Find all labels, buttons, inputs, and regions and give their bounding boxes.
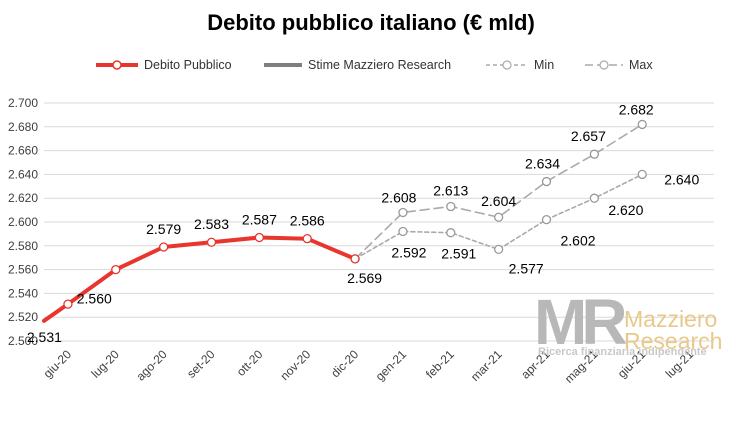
- data-point-min: [541, 214, 552, 225]
- legend-label-debito: Debito Pubblico: [144, 58, 232, 72]
- x-tick-label: ago-20: [133, 347, 170, 384]
- legend-item-stime: Stime Mazziero Research: [262, 58, 451, 72]
- x-tick-label: ott-20: [234, 347, 266, 379]
- legend-item-min: Min: [484, 58, 554, 72]
- legend-swatch-stime: [264, 63, 302, 67]
- y-tick-label: 2.580: [8, 239, 38, 253]
- y-tick-label: 2.600: [8, 215, 38, 229]
- data-label: 2.583: [194, 216, 229, 232]
- watermark-name-line2: Research: [624, 328, 723, 354]
- data-label: 2.602: [561, 233, 596, 249]
- data-label: 2.587: [242, 211, 277, 227]
- y-tick-label: 2.700: [8, 96, 38, 110]
- data-label: 2.682: [619, 101, 654, 117]
- data-label: 2.577: [509, 260, 544, 276]
- legend-item-debito: Debito Pubblico: [94, 58, 232, 72]
- data-point-debito: [111, 264, 121, 275]
- data-point-max: [398, 207, 408, 218]
- data-label: 2.640: [664, 171, 699, 187]
- data-point-max: [589, 149, 600, 159]
- watermark-name: Mazziero Research: [624, 306, 723, 354]
- legend-swatch-min: [486, 60, 528, 70]
- data-label: 2.586: [290, 213, 325, 229]
- x-tick-label: dic-20: [328, 347, 361, 380]
- watermark: MR Mazziero Research Ricerca finanziaria…: [534, 290, 734, 362]
- legend: Debito Pubblico Stime Mazziero Research …: [0, 58, 742, 78]
- data-label: 2.560: [77, 291, 112, 307]
- data-point-debito: [302, 234, 312, 244]
- y-tick-label: 2.680: [8, 120, 38, 134]
- data-label: 2.657: [571, 128, 606, 144]
- legend-item-max: Max: [583, 58, 653, 72]
- y-tick-label: 2.640: [8, 167, 38, 181]
- legend-swatch-debito: [96, 60, 138, 70]
- data-point-debito: [254, 232, 265, 243]
- y-tick-label: 2.500: [8, 334, 38, 348]
- legend-label-stime: Stime Mazziero Research: [308, 58, 452, 72]
- x-tick-label: set-20: [184, 347, 218, 381]
- y-tick-label: 2.620: [8, 191, 38, 205]
- legend-label-max: Max: [629, 58, 653, 72]
- data-label: 2.604: [481, 193, 516, 209]
- data-label: 2.592: [391, 245, 426, 261]
- y-tick-label: 2.560: [8, 263, 38, 277]
- chart-title: Debito pubblico italiano (€ mld): [207, 10, 535, 35]
- series-line-debito: [42, 235, 358, 323]
- data-label: 2.591: [441, 246, 476, 262]
- x-tick-label: gen-21: [373, 347, 410, 384]
- watermark-logo: MR: [534, 286, 627, 358]
- data-point-max: [493, 212, 504, 222]
- y-tick-label: 2.520: [8, 310, 38, 324]
- data-point-max: [446, 201, 456, 212]
- data-label: 2.569: [347, 270, 382, 286]
- data-label: 2.608: [381, 189, 416, 205]
- watermark-tagline: Ricerca finanziaria indipendente: [538, 346, 707, 358]
- data-point-debito: [63, 299, 73, 309]
- data-label: 2.634: [525, 156, 560, 172]
- x-tick-label: mar-21: [468, 347, 505, 384]
- x-tick-label: feb-21: [423, 347, 457, 381]
- data-point-min: [398, 226, 408, 237]
- data-label: 2.579: [146, 221, 181, 237]
- data-point-debito: [158, 242, 169, 252]
- data-point-max: [541, 176, 552, 187]
- data-point-min: [637, 169, 647, 180]
- data-point-min: [589, 193, 600, 203]
- x-tick-label: giu-20: [41, 347, 75, 381]
- data-point-min: [493, 244, 504, 255]
- data-point-min: [446, 228, 456, 238]
- data-point-debito: [206, 237, 217, 247]
- x-tick-label: nov-20: [277, 347, 313, 383]
- watermark-name-line1: Mazziero: [624, 306, 718, 332]
- x-tick-label: lug-20: [88, 347, 122, 381]
- y-tick-label: 2.540: [8, 286, 38, 300]
- data-label: 2.620: [608, 202, 643, 218]
- y-tick-label: 2.660: [8, 144, 38, 158]
- data-point-max: [637, 119, 647, 130]
- legend-swatch-max: [585, 60, 623, 70]
- data-point-debito: [350, 254, 360, 264]
- data-label: 2.613: [433, 183, 468, 199]
- legend-label-min: Min: [534, 58, 555, 72]
- data-label: 2.531: [27, 329, 62, 345]
